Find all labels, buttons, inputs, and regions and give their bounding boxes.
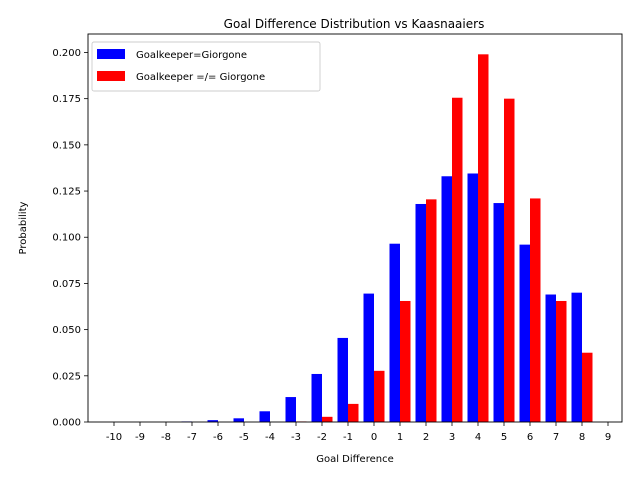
x-tick-label: 8 <box>579 432 585 443</box>
x-tick-label: -6 <box>213 432 223 443</box>
x-tick-label: -1 <box>343 432 353 443</box>
bar-not-giorgone-5 <box>504 98 515 423</box>
bar-giorgone--5 <box>233 418 244 422</box>
bar-giorgone--3 <box>285 397 296 422</box>
bar-not-giorgone--2 <box>322 416 333 422</box>
x-tick-label: 9 <box>605 432 611 443</box>
x-tick-label: 5 <box>501 432 507 443</box>
bar-giorgone-0 <box>363 293 374 422</box>
bar-giorgone-8 <box>571 292 582 422</box>
x-tick-label: -9 <box>135 432 145 443</box>
bar-giorgone-1 <box>389 243 400 422</box>
bar-giorgone-3 <box>441 176 452 422</box>
bar-giorgone--4 <box>259 411 270 422</box>
y-axis-ticks: 0.000 0.025 0.050 0.075 0.100 0.125 0.150 0.175… <box>52 48 88 429</box>
y-tick-label: 0.200 <box>52 48 81 59</box>
bar-not-giorgone-8 <box>582 352 593 422</box>
bar-giorgone-7 <box>545 294 556 422</box>
legend-swatch-blue <box>97 49 125 59</box>
x-tick-label: 2 <box>423 432 429 443</box>
legend: Goalkeeper=Giorgone Goalkeeper =/= Giorg… <box>91 41 321 92</box>
x-tick-label: -10 <box>106 432 122 443</box>
chart-title: Goal Difference Distribution vs Kaasnaai… <box>224 17 485 31</box>
x-tick-label: -3 <box>291 432 301 443</box>
bars-group <box>181 54 593 423</box>
bar-not-giorgone--1 <box>348 403 359 422</box>
bar-not-giorgone-1 <box>400 300 411 422</box>
bar-not-giorgone-6 <box>530 198 541 422</box>
x-axis-ticks: -10 -9 -8 -7 -6 -5 -4 -3 -2 -1 0 1 2 3 4 5 6 7 8 9 <box>106 422 611 443</box>
bar-giorgone-5 <box>493 203 504 422</box>
bar-giorgone--6 <box>207 420 218 422</box>
bar-giorgone--1 <box>337 337 348 422</box>
x-tick-label: -4 <box>265 432 275 443</box>
plot-frame <box>87 33 623 423</box>
y-tick-label: 0.175 <box>52 94 81 105</box>
legend-label-series-1: Goalkeeper=Giorgone <box>136 50 247 61</box>
x-tick-label: 7 <box>553 432 559 443</box>
bar-not-giorgone-7 <box>556 300 567 422</box>
y-tick-label: 0.050 <box>52 325 81 336</box>
x-tick-label: -7 <box>187 432 197 443</box>
x-tick-label: -5 <box>239 432 249 443</box>
bar-not-giorgone-2 <box>426 199 437 422</box>
bar-not-giorgone-3 <box>452 97 463 422</box>
legend-box <box>91 41 321 92</box>
x-tick-label: -8 <box>161 432 171 443</box>
y-tick-label: 0.075 <box>52 279 81 290</box>
x-tick-label: 4 <box>475 432 481 443</box>
bar-giorgone-6 <box>519 244 530 422</box>
x-tick-label: 3 <box>449 432 455 443</box>
legend-swatch-red <box>97 71 125 81</box>
bar-not-giorgone-4 <box>478 54 489 422</box>
y-axis-label: Probability <box>18 201 29 254</box>
y-tick-label: 0.100 <box>52 233 81 244</box>
x-tick-label: 6 <box>527 432 533 443</box>
x-tick-label: 0 <box>371 432 377 443</box>
bar-not-giorgone-0 <box>374 370 385 422</box>
x-tick-label: -2 <box>317 432 327 443</box>
bar-giorgone-2 <box>415 203 426 422</box>
bar-giorgone-4 <box>467 173 478 422</box>
y-tick-label: 0.125 <box>52 187 81 198</box>
x-tick-label: 1 <box>397 432 403 443</box>
x-axis-label: Goal Difference <box>316 454 394 465</box>
y-tick-label: 0.000 <box>52 418 81 429</box>
y-tick-label: 0.025 <box>52 371 81 382</box>
y-tick-label: 0.150 <box>52 140 81 151</box>
legend-label-series-2: Goalkeeper =/= Giorgone <box>136 72 265 83</box>
bar-giorgone--2 <box>311 373 322 422</box>
